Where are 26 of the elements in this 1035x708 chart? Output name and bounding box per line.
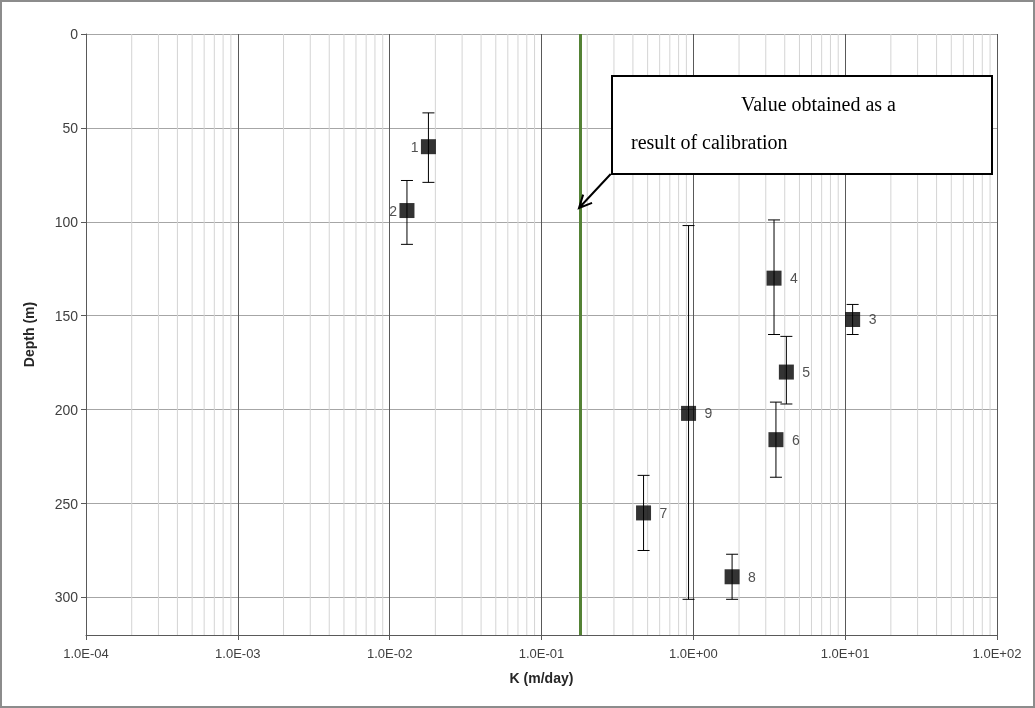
y-tick-label: 150 — [54, 307, 79, 324]
x-tick-label: 1.0E-03 — [215, 646, 261, 661]
callout-box: Value obtained as a result of calibration — [611, 75, 993, 175]
annotation: 9 — [704, 405, 713, 422]
annotation: 4 — [790, 270, 799, 287]
annotation: 1 — [410, 138, 419, 155]
y-tick-label: 200 — [54, 401, 79, 418]
x-tick-label: 1.0E+01 — [820, 646, 870, 661]
x-axis-title: K (m/day) — [509, 670, 574, 686]
annotation: 3 — [868, 311, 877, 328]
y-axis-title: Depth (m) — [21, 301, 37, 368]
x-tick-label: 1.0E+02 — [972, 646, 1022, 661]
x-tick-label: 1.0E+00 — [668, 646, 718, 661]
x-tick-label: 1.0E-01 — [518, 646, 565, 661]
y-tick-label: 100 — [54, 213, 79, 230]
annotation: 2 — [389, 202, 398, 219]
annotation: 7 — [659, 504, 668, 521]
y-tick-label: 300 — [54, 589, 79, 606]
annotation: 6 — [791, 431, 800, 448]
y-tick-label: 0 — [70, 26, 79, 42]
annotation: 5 — [802, 364, 811, 381]
annotation: 8 — [748, 568, 757, 585]
y-tick-label: 250 — [54, 495, 79, 512]
x-tick-label: 1.0E-02 — [366, 646, 413, 661]
y-tick-label: 50 — [62, 119, 79, 136]
x-tick-label: 1.0E-04 — [63, 646, 109, 661]
